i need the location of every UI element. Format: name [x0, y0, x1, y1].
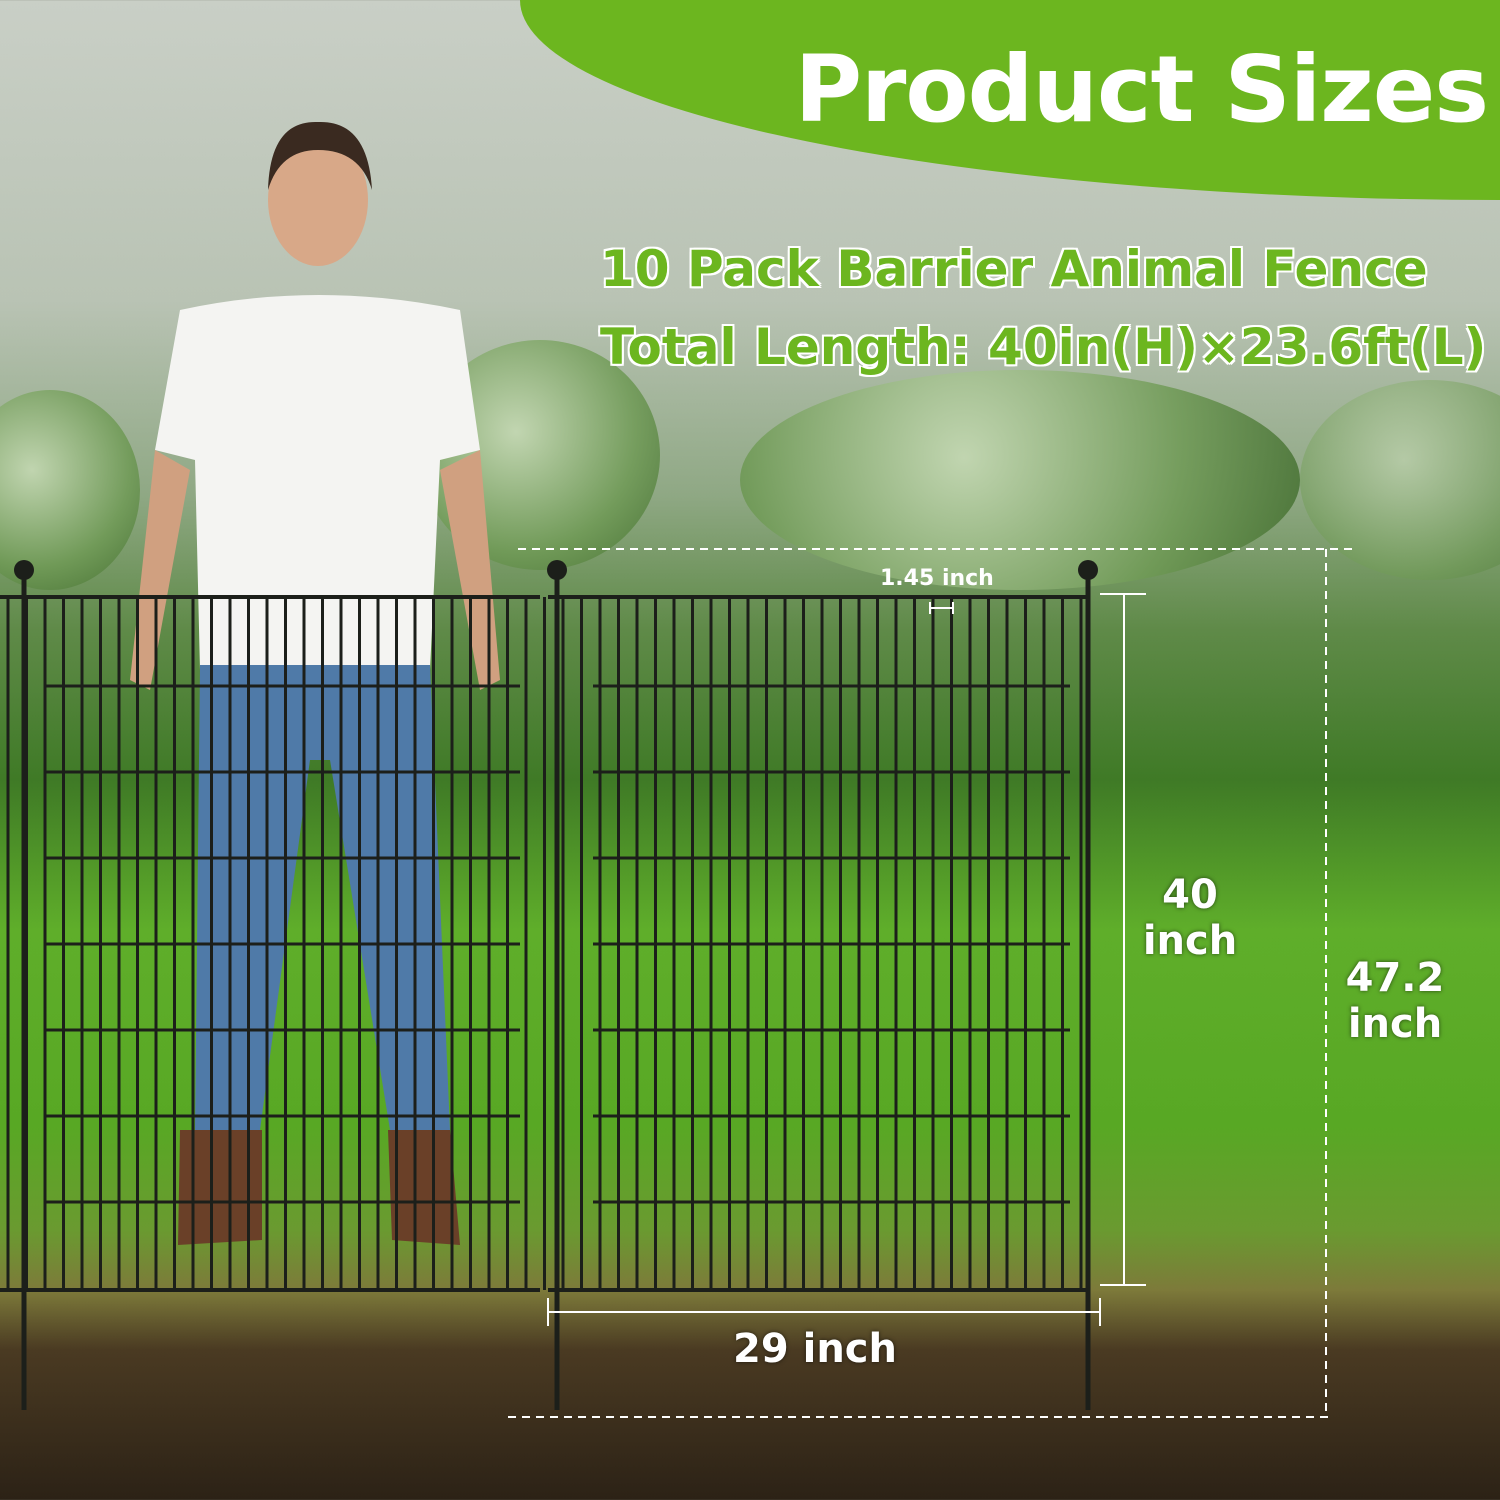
bar-spacing-label: 1.45 inch: [880, 566, 994, 591]
total-length: Total Length: 40in(H)×23.6ft(L): [600, 318, 1487, 376]
panel-height-unit: inch: [1142, 918, 1238, 964]
post-finial: [14, 560, 34, 580]
bush: [740, 370, 1300, 590]
total-height-label: 47.2 inch: [1340, 955, 1450, 1047]
person-jeans: [195, 665, 450, 1130]
post-finial: [547, 560, 567, 580]
panel-height-value: 40: [1162, 872, 1218, 918]
person-head: [268, 134, 368, 266]
total-height-unit: inch: [1347, 1001, 1443, 1047]
bush: [0, 390, 140, 590]
panel-height-label: 40 inch: [1140, 872, 1240, 964]
panel-width-label: 29 inch: [733, 1326, 897, 1372]
person-shirt: [155, 295, 480, 670]
total-height-value: 47.2: [1345, 955, 1445, 1001]
product-name: 10 Pack Barrier Animal Fence: [600, 240, 1428, 298]
bush: [1300, 380, 1500, 580]
page-title: Product Sizes: [794, 36, 1489, 143]
post-finial: [1078, 560, 1098, 580]
